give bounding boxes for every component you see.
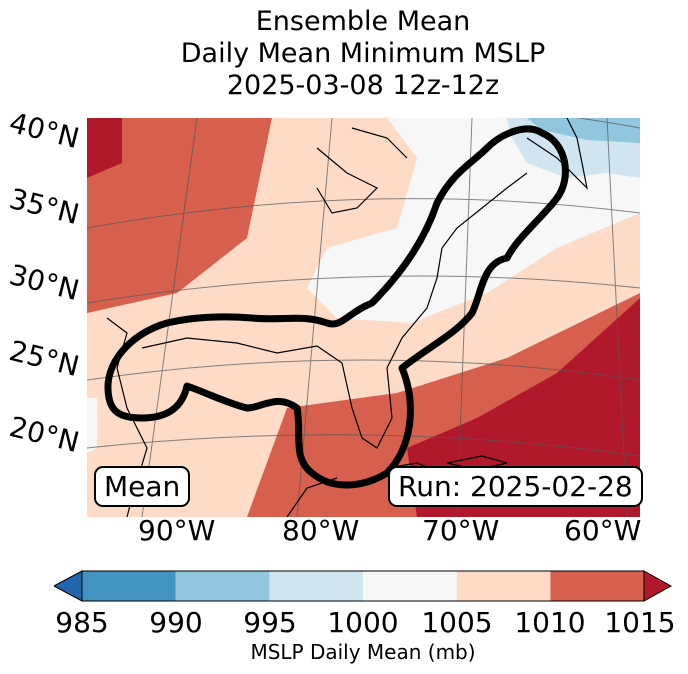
colorbar-tick-1005: 1005 xyxy=(421,606,493,639)
colorbar-tick-990: 990 xyxy=(149,606,203,639)
lat-label-35: 35°N xyxy=(6,182,83,232)
colorbar-extend-low xyxy=(54,570,83,602)
lon-label-60: 60°W xyxy=(564,514,642,547)
region-outline xyxy=(104,125,569,489)
pressure-map xyxy=(87,118,640,517)
lon-label-80: 80°W xyxy=(282,514,360,547)
colorbar-tick-1000: 1000 xyxy=(327,606,399,639)
colorbar-bin-985-990 xyxy=(82,571,176,601)
colorbar-tick-985: 985 xyxy=(55,606,109,639)
colorbar-tick-995: 995 xyxy=(243,606,297,639)
field-1000-edge xyxy=(87,398,97,453)
colorbar-tick-1010: 1010 xyxy=(514,606,586,639)
lat-label-40: 40°N xyxy=(6,106,83,156)
field-1015-band xyxy=(407,298,640,517)
chart-title-line-2: Daily Mean Minimum MSLP xyxy=(180,38,546,69)
lat-label-25: 25°N xyxy=(6,334,83,384)
mean-label-box: Mean xyxy=(94,466,191,507)
field-1015-corner xyxy=(87,118,122,178)
coastlines xyxy=(106,118,588,517)
colorbar-bin-995-1000 xyxy=(269,571,364,601)
colorbar-bin-1005-1010 xyxy=(456,571,551,601)
chart-title-line-1: Ensemble Mean xyxy=(255,6,471,37)
colorbar xyxy=(54,570,672,602)
colorbar-bin-1010-1015 xyxy=(550,571,644,601)
chart-title-line-3: 2025-03-08 12z-12z xyxy=(226,70,500,101)
lon-label-90: 90°W xyxy=(138,514,216,547)
colorbar-bin-990-995 xyxy=(175,571,270,601)
lon-label-70: 70°W xyxy=(422,514,500,547)
colorbar-tick-1015: 1015 xyxy=(604,606,676,639)
field-990-band xyxy=(527,118,640,143)
colorbar-bin-1000-1005 xyxy=(363,571,457,601)
lat-label-20: 20°N xyxy=(6,410,83,460)
colorbar-extend-high xyxy=(643,570,672,602)
colorbar-label: MSLP Daily Mean (mb) xyxy=(250,640,476,664)
lat-label-30: 30°N xyxy=(6,258,83,308)
run-date-box: Run: 2025-02-28 xyxy=(388,466,643,507)
